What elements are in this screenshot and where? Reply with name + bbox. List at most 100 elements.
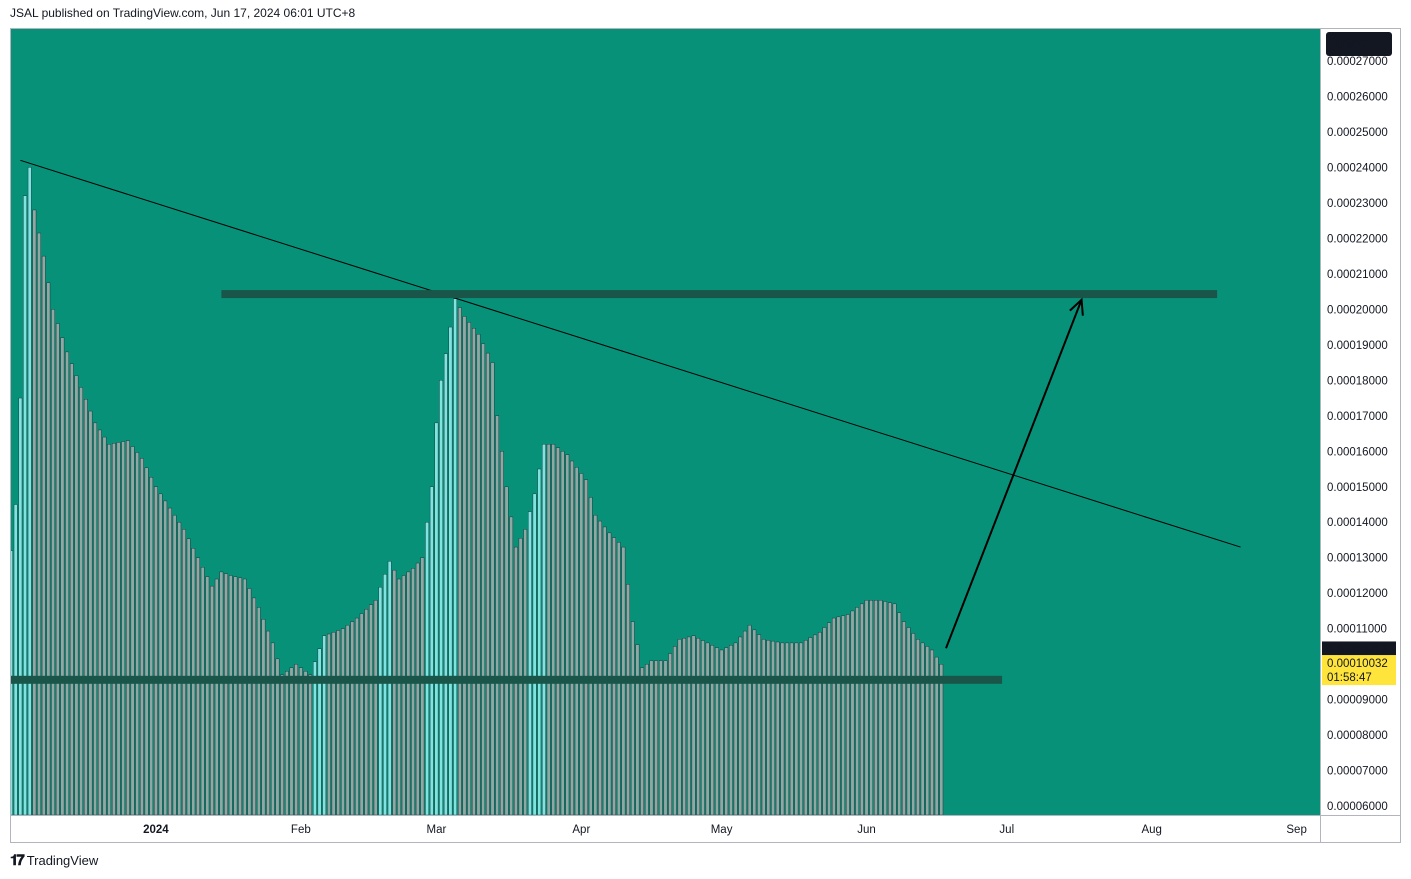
price-bar: [673, 646, 677, 816]
price-bar: [425, 522, 429, 816]
price-bar: [401, 575, 406, 816]
footer[interactable]: 𝟏𝟕 TradingView: [10, 852, 98, 869]
price-bar: [897, 612, 902, 816]
price-bar: [149, 477, 154, 816]
price-bar: [364, 609, 369, 816]
currency-badge[interactable]: USDT: [1326, 32, 1392, 56]
price-bar: [509, 516, 514, 816]
price-bar: [373, 600, 378, 816]
time-tick-label: May: [711, 824, 733, 836]
price-bar: [168, 507, 172, 816]
price-bar: [126, 440, 130, 816]
price-bar: [233, 576, 238, 816]
price-bar: [270, 642, 275, 816]
price-bar: [46, 282, 51, 816]
price-bar: [210, 585, 214, 816]
price-bar: [729, 645, 733, 816]
price-bar: [154, 486, 158, 816]
price-bar: [584, 479, 588, 816]
price-bar: [135, 452, 140, 816]
price-bar: [864, 600, 869, 816]
arrow-head: [1069, 297, 1084, 316]
price-bar: [313, 661, 317, 816]
price-bar: [888, 602, 892, 816]
arrow-line[interactable]: [945, 299, 1083, 649]
price-tick-label: 0.00017000: [1327, 411, 1388, 423]
price-bar: [434, 422, 439, 816]
price-bar: [757, 634, 761, 816]
price-axis[interactable]: 0.00027000 0.00026000 0.00025000 0.00024000…: [1327, 56, 1388, 813]
horizontal-level[interactable]: [11, 675, 1003, 684]
price-bar: [341, 628, 345, 816]
price-bar: [846, 614, 850, 816]
price-bar: [883, 601, 888, 816]
publish-header: JSAL published on TradingView.com, Jun 1…: [10, 6, 356, 20]
tradingview-logo-icon: 𝟏𝟕: [10, 852, 25, 869]
price-bar: [766, 640, 771, 816]
price-bar: [60, 337, 65, 816]
price-tick-label: 0.00013000: [1327, 553, 1388, 565]
price-bar: [140, 458, 144, 816]
price-bar: [570, 460, 574, 816]
price-bar: [196, 557, 200, 816]
price-bar: [116, 442, 121, 816]
price-chart[interactable]: 0.00027000 0.00026000 0.00025000 0.00024000…: [11, 29, 1400, 842]
price-bar: [831, 617, 836, 816]
price-bar: [327, 633, 331, 816]
price-bar: [294, 664, 298, 816]
price-bar: [780, 642, 785, 816]
price-bar: [481, 343, 485, 816]
price-bar: [892, 603, 897, 816]
price-tick-label: 0.00024000: [1327, 162, 1388, 174]
price-tick-label: 0.00006000: [1327, 801, 1388, 813]
price-bar: [696, 637, 701, 816]
time-axis[interactable]: 2024 Feb Mar Apr May Jun Jul Aug Sep: [143, 824, 1307, 836]
price-tick-label: 0.00018000: [1327, 375, 1388, 387]
current-price-badge: [1322, 641, 1396, 658]
price-bar: [214, 578, 219, 816]
price-bar: [532, 493, 537, 816]
price-bar: [350, 621, 355, 816]
price-bar: [406, 571, 411, 816]
price-tick-label: 0.00019000: [1327, 340, 1388, 352]
price-bar: [719, 649, 724, 816]
price-bar: [397, 578, 401, 816]
horizontal-level[interactable]: [221, 290, 1218, 299]
price-bar: [528, 511, 532, 816]
price-bar: [303, 671, 308, 816]
price-bar: [467, 322, 471, 816]
price-bar: [247, 588, 252, 816]
price-bar: [504, 486, 509, 816]
trendline[interactable]: [20, 159, 1241, 548]
price-tick-label: 0.00007000: [1327, 766, 1388, 778]
price-bar: [37, 232, 41, 816]
price-bar: [500, 451, 504, 816]
price-bar: [495, 415, 500, 816]
price-bar: [878, 600, 883, 816]
price-bar: [256, 607, 261, 816]
price-bar: [803, 640, 808, 816]
current-price-label: 0.00010415: [1327, 644, 1388, 656]
price-tick-label: 0.00009000: [1327, 695, 1388, 707]
price-bar: [224, 573, 228, 816]
price-bar: [626, 584, 630, 816]
price-bar: [448, 326, 453, 816]
price-bar: [542, 444, 546, 816]
price-bar: [855, 607, 859, 816]
price-bar: [920, 642, 925, 816]
price-bar: [574, 467, 579, 816]
price-bar: [392, 569, 397, 816]
currency-label: USDT: [1336, 39, 1367, 51]
price-tick-label: 0.00023000: [1327, 198, 1388, 210]
price-bar: [163, 500, 168, 816]
price-bar: [51, 309, 55, 816]
price-bar: [724, 647, 729, 816]
price-bar: [677, 639, 682, 816]
time-tick-label: Feb: [291, 824, 311, 836]
price-bar: [443, 353, 448, 816]
price-bar: [144, 467, 149, 816]
price-bar: [355, 617, 359, 816]
drawing-annotations[interactable]: [11, 159, 1241, 684]
price-bar: [607, 532, 612, 816]
price-bar: [546, 444, 551, 816]
